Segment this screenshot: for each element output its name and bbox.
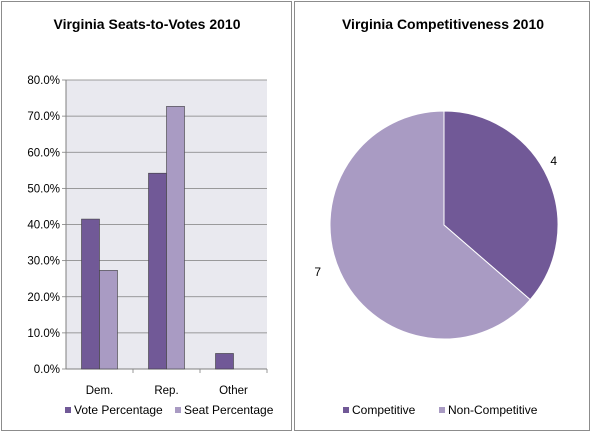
bar-vote-percentage: [148, 172, 167, 370]
y-tick-label: 80.0%: [27, 75, 60, 87]
legend-swatch: [439, 407, 445, 413]
pie-slice-competitive: [443, 110, 559, 301]
pie-chart-title: Virginia Competitiveness 2010: [342, 16, 544, 32]
bar-chart-title: Virginia Seats-to-Votes 2010: [54, 16, 241, 32]
y-tick-label: 60.0%: [27, 147, 60, 159]
legend-label: Vote Percentage: [74, 403, 163, 417]
y-tick-label: 30.0%: [27, 256, 60, 268]
bar-seat-percentage: [99, 270, 118, 370]
bar-seat-percentage: [166, 106, 185, 370]
legend-swatch: [343, 407, 349, 413]
pie-slice-label: 4: [550, 154, 557, 168]
x-tick-label: Dem.: [86, 385, 113, 397]
legend-swatch: [65, 407, 71, 413]
y-tick-label: 20.0%: [27, 292, 60, 304]
legend-label: Non-Competitive: [448, 403, 538, 417]
bar-vote-percentage: [215, 353, 234, 370]
bar-vote-percentage: [81, 218, 100, 370]
y-tick-label: 0.0%: [34, 364, 60, 376]
y-tick-label: 40.0%: [27, 220, 60, 232]
x-tick-label: Other: [219, 385, 248, 397]
legend-label: Competitive: [352, 403, 416, 417]
bar-chart-panel: Virginia Seats-to-Votes 2010 0.0% 10.0% 20…: [1, 1, 292, 431]
legend-label: Seat Percentage: [184, 403, 274, 417]
y-tick-label: 50.0%: [27, 183, 60, 195]
x-tick-label: Rep.: [154, 385, 178, 397]
pie-chart-panel: Virginia Competitiveness 2010 4 7 Competit…: [294, 1, 590, 431]
pie-slice-non-competitive: [329, 110, 531, 340]
y-tick-label: 10.0%: [27, 328, 60, 340]
pie-chart: Virginia Competitiveness 2010 4 7 Competit…: [314, 16, 559, 417]
bar-chart: Virginia Seats-to-Votes 2010 0.0% 10.0% 20…: [27, 16, 274, 417]
pie-slice-label: 7: [314, 265, 321, 279]
y-tick-label: 70.0%: [27, 111, 60, 123]
legend-swatch: [175, 407, 181, 413]
